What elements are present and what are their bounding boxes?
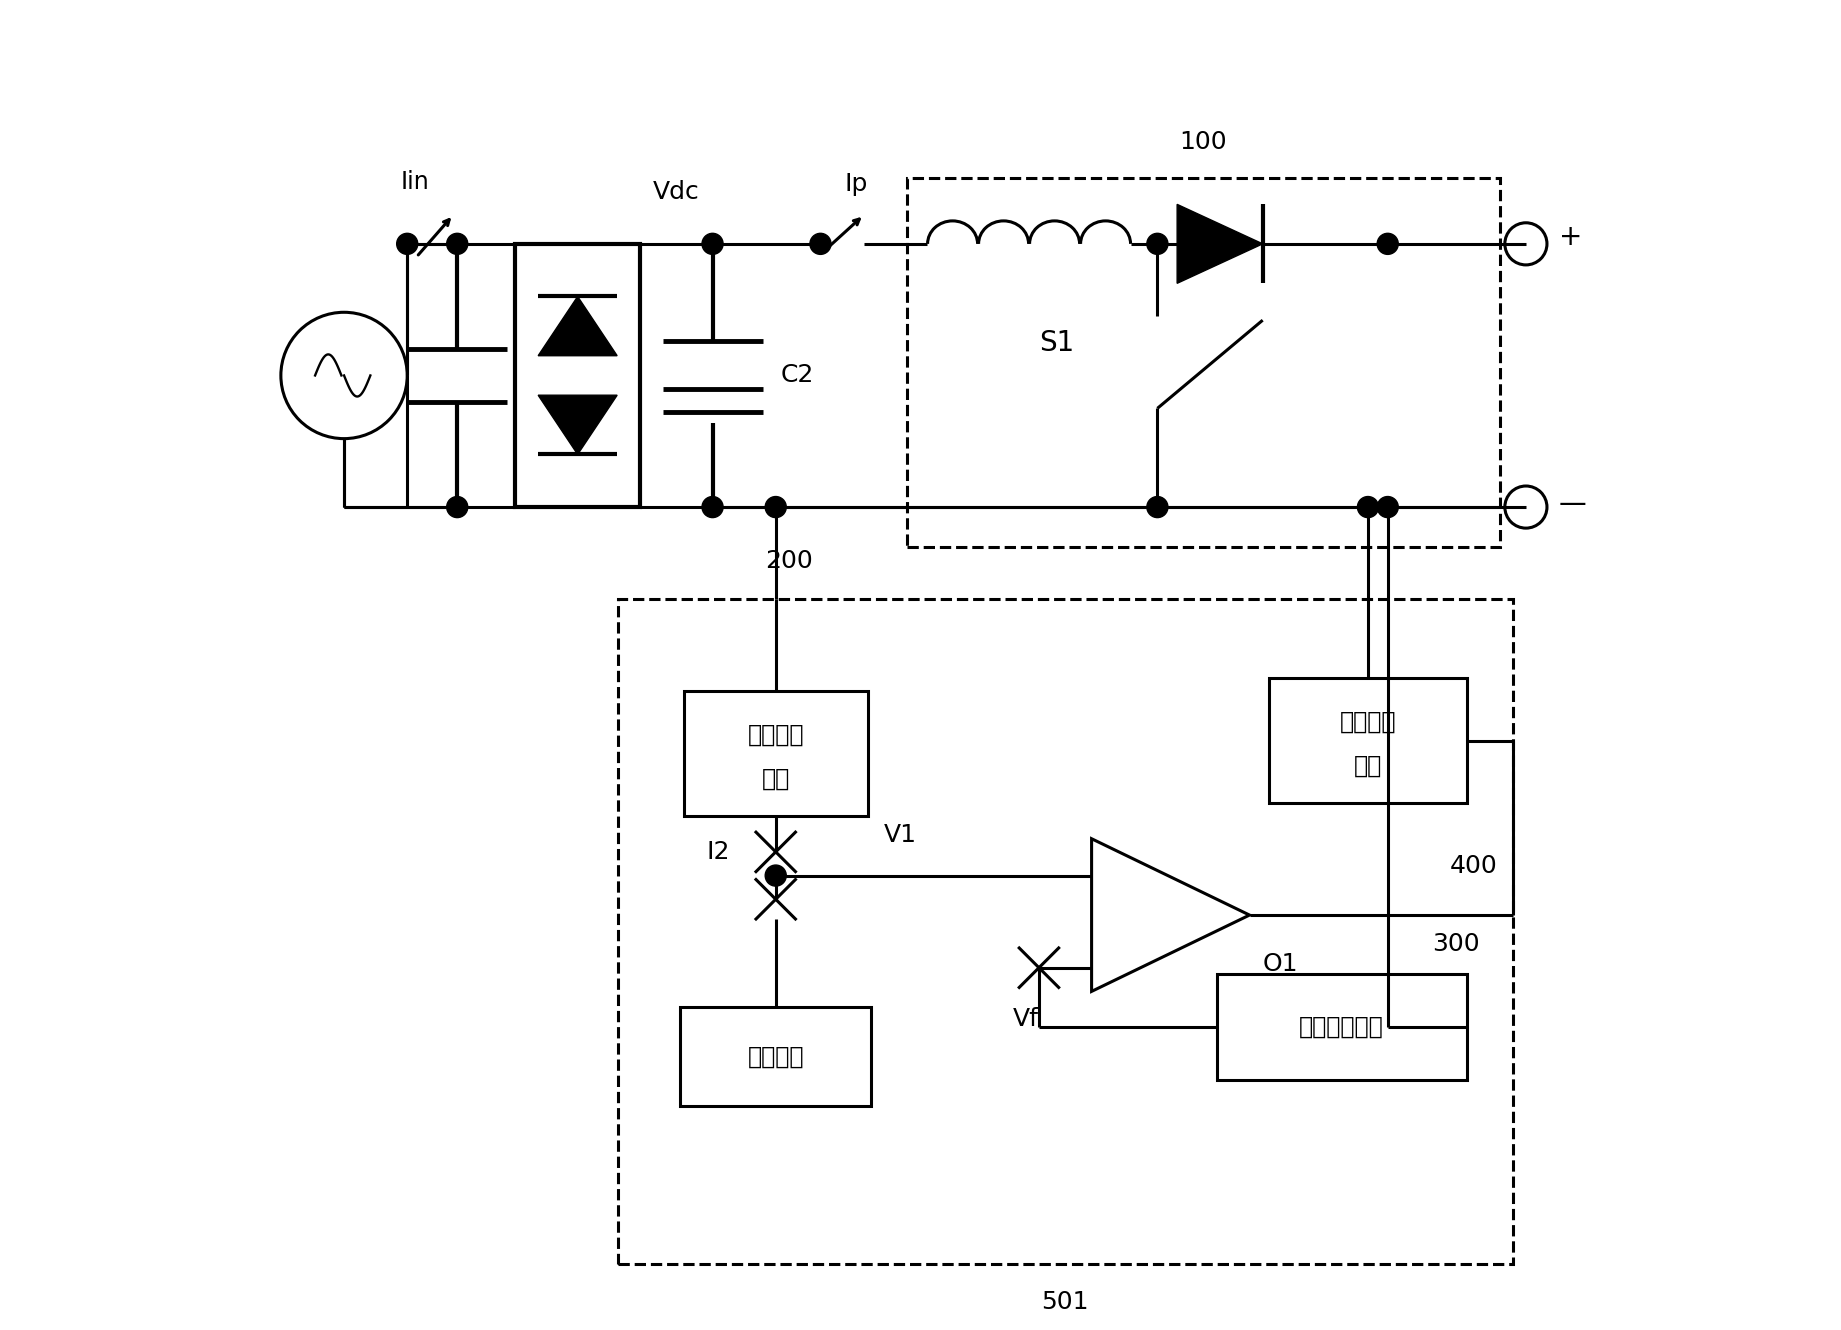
Text: S1: S1 [1038, 329, 1073, 356]
Circle shape [766, 496, 786, 517]
Text: 100: 100 [1180, 130, 1228, 154]
Text: C2: C2 [781, 363, 814, 387]
Text: Vdc: Vdc [654, 181, 700, 205]
Text: 300: 300 [1432, 932, 1480, 956]
Text: Ip: Ip [845, 173, 867, 197]
Text: +: + [1108, 939, 1127, 959]
Text: 200: 200 [766, 549, 812, 573]
Text: I2: I2 [707, 839, 729, 864]
Polygon shape [1176, 205, 1263, 283]
Circle shape [447, 233, 468, 254]
Text: 模块: 模块 [762, 767, 790, 791]
Text: —: — [1559, 491, 1587, 519]
Text: 400: 400 [1449, 854, 1497, 878]
Bar [619, 600, 1513, 1264]
Circle shape [396, 233, 418, 254]
Text: 充电单元: 充电单元 [747, 1044, 805, 1068]
Circle shape [1377, 496, 1399, 517]
Polygon shape [1092, 839, 1250, 991]
Bar [1217, 975, 1467, 1080]
Circle shape [447, 496, 468, 517]
Polygon shape [538, 395, 617, 455]
Bar [683, 692, 867, 817]
Text: V1: V1 [884, 823, 917, 847]
Text: –: – [1108, 871, 1119, 891]
Text: Vf: Vf [1013, 1007, 1038, 1031]
Text: +: + [1559, 223, 1581, 251]
Text: Iin: Iin [401, 170, 429, 194]
Text: 模块: 模块 [1353, 754, 1383, 778]
Text: C1: C1 [527, 363, 560, 387]
Circle shape [1357, 496, 1379, 517]
Bar [1268, 678, 1467, 803]
Circle shape [1377, 233, 1399, 254]
Circle shape [1147, 496, 1167, 517]
Text: 501: 501 [1042, 1290, 1090, 1314]
Text: O1: O1 [1263, 952, 1298, 976]
Text: 波形产生: 波形产生 [747, 724, 805, 747]
Bar [908, 178, 1500, 547]
Circle shape [766, 864, 786, 886]
Text: 输出反馈模块: 输出反馈模块 [1300, 1015, 1384, 1039]
Polygon shape [538, 297, 617, 355]
Circle shape [701, 496, 724, 517]
Circle shape [810, 233, 830, 254]
Text: 驱动控制: 驱动控制 [1340, 710, 1395, 734]
Bar [681, 1007, 871, 1107]
Circle shape [701, 233, 724, 254]
Circle shape [1147, 233, 1167, 254]
Bar [515, 243, 641, 507]
